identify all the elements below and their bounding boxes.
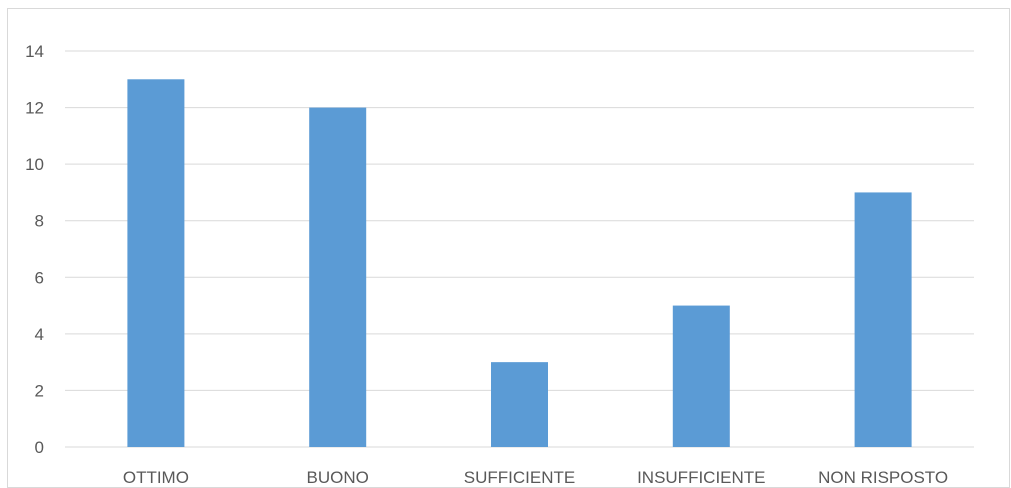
x-axis-category-labels: OTTIMO BUONO SUFFICIENTE INSUFFICIENTE NON R… [123,468,948,483]
x-category-label: BUONO [307,468,369,483]
x-category-label: SUFFICIENTE [464,468,575,483]
y-axis-tick-labels: 0 2 4 6 8 10 12 14 [25,42,44,457]
y-tick-label: 0 [35,438,44,457]
bar-ottimo [127,79,185,448]
y-tick-label: 14 [25,42,44,61]
x-category-label: NON RISPOSTO [818,468,948,483]
bar-non-risposto [854,192,912,447]
y-tick-label: 2 [35,381,44,400]
x-category-label: INSUFFICIENTE [637,468,765,483]
y-tick-label: 4 [35,325,44,344]
bar-insufficiente [672,305,730,447]
y-tick-label: 6 [35,268,44,287]
y-tick-label: 8 [35,212,44,231]
bar-sufficiente [491,362,548,447]
bar-buono [309,107,367,448]
x-category-label: OTTIMO [123,468,189,483]
gridlines [65,50,974,448]
y-tick-label: 12 [25,99,44,118]
y-tick-label: 10 [25,155,44,174]
bars [127,79,912,448]
